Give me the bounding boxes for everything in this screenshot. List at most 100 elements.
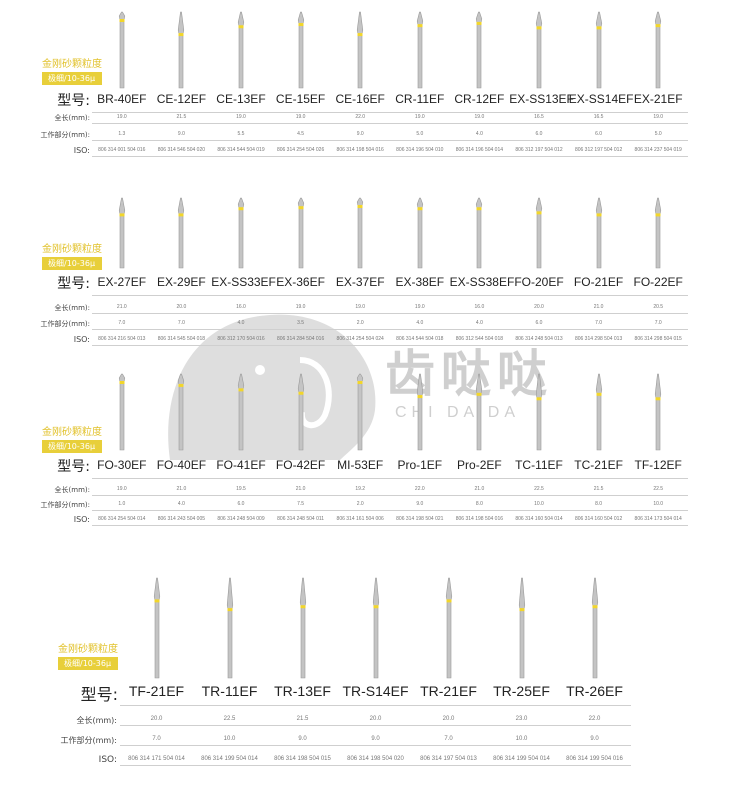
model-name: EX-37EF xyxy=(335,275,385,289)
bur-body xyxy=(535,11,543,89)
grit-color-band xyxy=(519,608,524,612)
row-divider xyxy=(92,510,688,511)
row-divider xyxy=(120,725,631,726)
bur-body xyxy=(237,11,245,89)
bur-body xyxy=(237,197,245,269)
work-value: 3.5 xyxy=(297,320,305,326)
grit-color-band xyxy=(178,383,184,387)
model-name: TR-S14EF xyxy=(342,683,409,699)
bur-ex-38ef-image xyxy=(416,197,423,269)
bur-fo-20ef-image xyxy=(535,197,543,269)
watermark-text: 齿哒哒 xyxy=(385,345,553,403)
grit-color-band xyxy=(476,21,482,25)
length-value: 20.0 xyxy=(176,304,187,310)
grit-size-value: 极细/10-36μ xyxy=(42,257,102,270)
work-value: 7.0 xyxy=(654,320,662,326)
bur-body xyxy=(476,11,483,89)
grit-size-tag: 金刚砂颗粒度 极细/10-36μ xyxy=(42,55,102,85)
iso-value: 806 314 197 504 013 xyxy=(420,756,477,762)
grit-size-title: 金刚砂颗粒度 xyxy=(42,59,102,70)
model-name: FO-20EF xyxy=(514,275,564,289)
bur-mi-53ef-image xyxy=(357,373,364,451)
length-value: 19.0 xyxy=(116,114,127,120)
length-value: 19.0 xyxy=(653,114,664,120)
model-name: TR-21EF xyxy=(420,683,477,699)
grit-color-band xyxy=(596,26,602,30)
grit-color-band xyxy=(373,605,378,609)
iso-value: 806 314 544 504 019 xyxy=(217,147,265,153)
iso-value: 806 314 160 504 012 xyxy=(574,516,623,522)
bur-ce-16ef-image xyxy=(357,11,364,89)
bur-body xyxy=(416,197,423,269)
grit-color-band xyxy=(592,605,597,609)
work-label: 工作部分(mm): xyxy=(40,501,90,509)
grit-color-band xyxy=(154,599,159,603)
bur-ex-ss14ef-image xyxy=(595,11,602,89)
iso-value: 806 314 544 504 018 xyxy=(396,336,444,342)
grit-color-band xyxy=(536,397,542,401)
bur-body xyxy=(357,197,364,269)
model-label: 型号: xyxy=(80,685,118,704)
iso-value: 806 314 248 504 011 xyxy=(277,516,325,522)
iso-value: 806 314 284 504 016 xyxy=(276,336,325,342)
bur-body xyxy=(237,373,245,451)
iso-value: 806 314 248 504 009 xyxy=(217,516,265,522)
row-divider xyxy=(92,123,688,124)
model-name: TC-21EF xyxy=(574,458,623,472)
grit-color-band xyxy=(298,23,304,27)
iso-value: 806 314 001 504 016 xyxy=(98,147,146,153)
length-value: 19.0 xyxy=(295,114,306,120)
model-name: EX-SS33EF xyxy=(211,275,276,289)
grit-color-band xyxy=(119,19,125,22)
model-name: EX-38EF xyxy=(395,275,445,289)
iso-value: 806 314 196 504 010 xyxy=(396,147,444,153)
bur-body xyxy=(297,11,304,89)
work-value: 10.0 xyxy=(515,736,528,742)
iso-value: 806 314 171 504 014 xyxy=(128,756,185,762)
work-value: 1.0 xyxy=(118,501,126,507)
length-value: 20.0 xyxy=(442,716,455,722)
work-value: 5.0 xyxy=(654,131,662,137)
model-name: CE-15EF xyxy=(275,92,326,106)
bur-tr-21ef-image xyxy=(445,577,452,679)
iso-value: 806 314 243 504 005 xyxy=(157,516,206,522)
bur-ex-ss38ef-image xyxy=(476,197,483,269)
work-value: 9.0 xyxy=(177,131,185,137)
iso-label: ISO: xyxy=(73,515,90,524)
grit-color-band xyxy=(476,207,482,211)
bur-body xyxy=(591,577,598,679)
grit-color-band xyxy=(476,392,482,396)
bur-body xyxy=(153,577,160,679)
bur-body xyxy=(476,373,483,451)
bur-body xyxy=(357,11,364,89)
length-value: 19.0 xyxy=(295,304,306,310)
grit-color-band xyxy=(655,24,661,28)
length-value: 20.5 xyxy=(653,304,664,310)
grit-color-band xyxy=(357,205,363,208)
row-divider xyxy=(92,140,688,141)
length-value: 22.0 xyxy=(588,716,601,722)
bur-body xyxy=(416,11,423,89)
grit-color-band xyxy=(238,388,244,392)
row-divider xyxy=(92,329,688,330)
grit-size-tag: 金刚砂颗粒度 极细/10-36μ xyxy=(58,640,118,670)
work-value: 4.5 xyxy=(297,131,305,137)
iso-value: 806 314 248 504 013 xyxy=(515,336,563,342)
iso-value: 806 312 170 504 016 xyxy=(217,336,265,342)
iso-label: ISO: xyxy=(73,146,90,155)
bur-body xyxy=(178,197,185,269)
iso-value: 806 312 544 504 018 xyxy=(455,336,504,342)
elephant-watermark-icon xyxy=(168,314,376,460)
length-value: 16.0 xyxy=(474,304,485,310)
work-value: 5.5 xyxy=(237,131,245,137)
bur-tf-12ef-image xyxy=(655,373,662,451)
bur-body xyxy=(655,197,662,269)
bur-body xyxy=(476,197,483,269)
length-label: 全长(mm): xyxy=(76,716,117,725)
iso-value: 806 314 173 504 014 xyxy=(634,516,682,522)
length-value: 20.0 xyxy=(150,716,163,722)
bur-fo-40ef-image xyxy=(178,373,185,451)
grit-color-band xyxy=(119,381,125,384)
bur-fo-21ef-image xyxy=(595,197,602,269)
